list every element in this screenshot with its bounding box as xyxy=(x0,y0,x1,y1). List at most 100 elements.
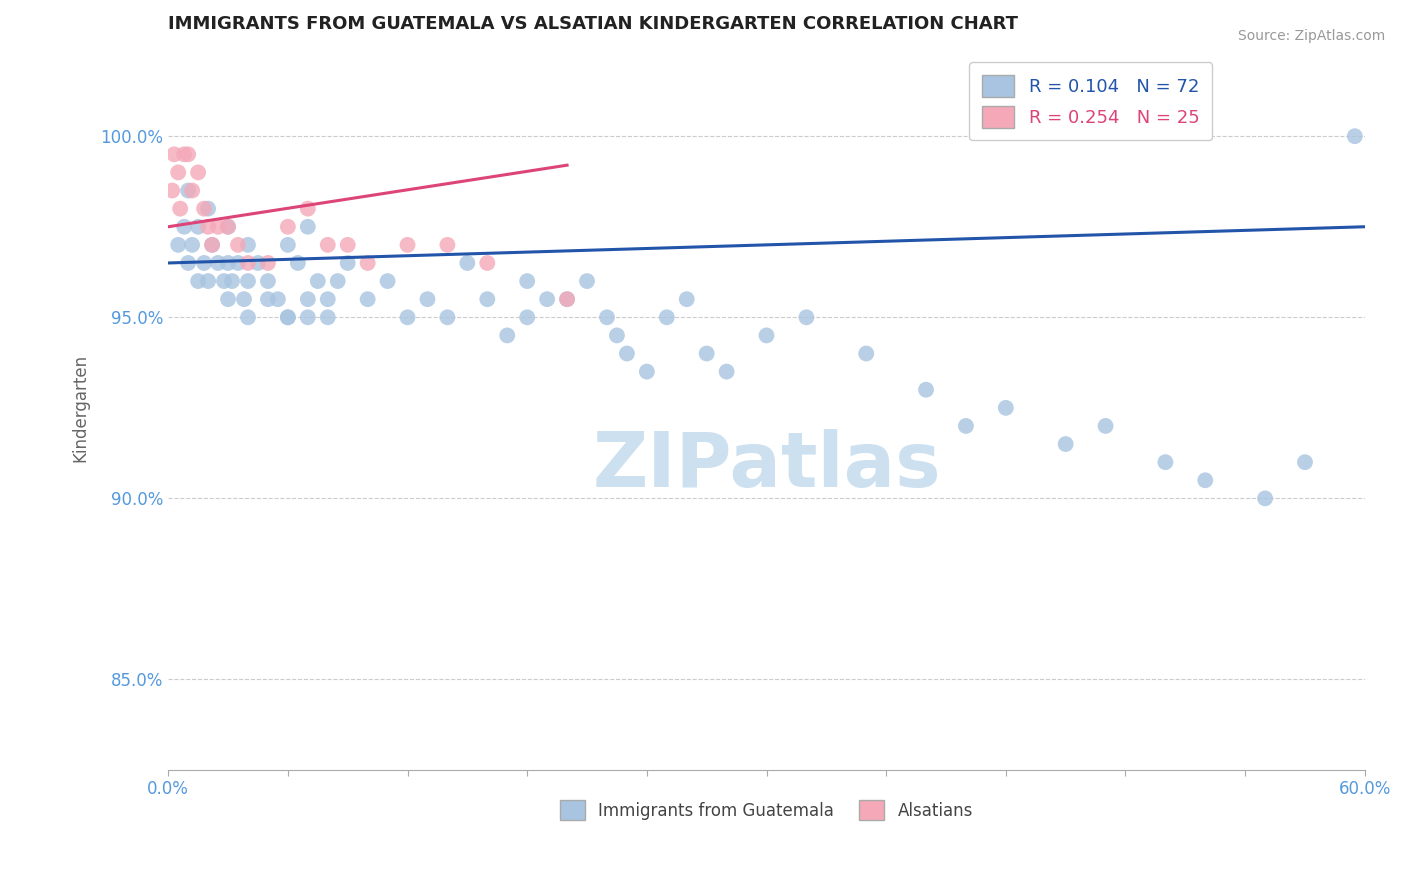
Point xyxy=(181,184,204,198)
Point xyxy=(655,310,678,325)
Point xyxy=(596,310,619,325)
Point xyxy=(336,256,359,270)
Y-axis label: Kindergarten: Kindergarten xyxy=(72,354,89,462)
Point xyxy=(197,202,219,216)
Point xyxy=(173,219,195,234)
Point xyxy=(201,238,224,252)
Point xyxy=(236,256,259,270)
Point xyxy=(226,256,249,270)
Point xyxy=(197,219,219,234)
Point xyxy=(177,147,200,161)
Point xyxy=(187,165,209,179)
Point xyxy=(1154,455,1177,469)
Point xyxy=(696,346,718,360)
Point xyxy=(456,256,478,270)
Point xyxy=(212,274,235,288)
Point xyxy=(516,310,538,325)
Point xyxy=(377,274,399,288)
Point xyxy=(193,256,215,270)
Point xyxy=(236,310,259,325)
Point xyxy=(207,219,229,234)
Point xyxy=(516,274,538,288)
Point xyxy=(994,401,1017,415)
Text: ZIPatlas: ZIPatlas xyxy=(592,429,941,503)
Point xyxy=(436,310,458,325)
Point xyxy=(160,184,183,198)
Point xyxy=(167,238,190,252)
Point xyxy=(675,292,697,306)
Point xyxy=(496,328,519,343)
Point xyxy=(207,256,229,270)
Point xyxy=(1294,455,1316,469)
Point xyxy=(177,184,200,198)
Point xyxy=(1194,473,1216,487)
Point xyxy=(297,292,319,306)
Point xyxy=(181,238,204,252)
Point xyxy=(477,292,499,306)
Point xyxy=(221,274,243,288)
Text: Source: ZipAtlas.com: Source: ZipAtlas.com xyxy=(1237,29,1385,43)
Point xyxy=(277,310,299,325)
Point xyxy=(193,202,215,216)
Point xyxy=(163,147,186,161)
Point xyxy=(233,292,256,306)
Point xyxy=(555,292,578,306)
Point xyxy=(436,238,458,252)
Point xyxy=(201,238,224,252)
Point xyxy=(316,238,339,252)
Point xyxy=(796,310,818,325)
Point xyxy=(755,328,778,343)
Point xyxy=(396,310,419,325)
Point xyxy=(246,256,269,270)
Point xyxy=(416,292,439,306)
Point xyxy=(536,292,558,306)
Point xyxy=(197,274,219,288)
Point xyxy=(257,274,280,288)
Point xyxy=(1054,437,1077,451)
Point xyxy=(636,365,658,379)
Point xyxy=(477,256,499,270)
Point xyxy=(555,292,578,306)
Point xyxy=(855,346,877,360)
Point xyxy=(576,274,599,288)
Point xyxy=(187,219,209,234)
Point xyxy=(307,274,329,288)
Point xyxy=(297,219,319,234)
Point xyxy=(277,310,299,325)
Point xyxy=(616,346,638,360)
Point xyxy=(1254,491,1277,506)
Point xyxy=(1094,419,1116,434)
Point xyxy=(226,238,249,252)
Point xyxy=(169,202,191,216)
Point xyxy=(173,147,195,161)
Point xyxy=(217,219,239,234)
Point xyxy=(277,238,299,252)
Point xyxy=(316,292,339,306)
Point xyxy=(187,274,209,288)
Point xyxy=(326,274,349,288)
Point xyxy=(915,383,938,397)
Point xyxy=(277,219,299,234)
Point xyxy=(316,310,339,325)
Point xyxy=(1344,129,1367,144)
Point xyxy=(297,310,319,325)
Point xyxy=(356,292,378,306)
Point xyxy=(287,256,309,270)
Point xyxy=(236,274,259,288)
Point xyxy=(236,238,259,252)
Point xyxy=(297,202,319,216)
Point xyxy=(257,292,280,306)
Point xyxy=(336,238,359,252)
Point xyxy=(217,256,239,270)
Point xyxy=(257,256,280,270)
Point xyxy=(606,328,628,343)
Point xyxy=(396,238,419,252)
Point xyxy=(217,292,239,306)
Point xyxy=(177,256,200,270)
Point xyxy=(716,365,738,379)
Point xyxy=(267,292,290,306)
Point xyxy=(955,419,977,434)
Point xyxy=(217,219,239,234)
Point xyxy=(167,165,190,179)
Point xyxy=(356,256,378,270)
